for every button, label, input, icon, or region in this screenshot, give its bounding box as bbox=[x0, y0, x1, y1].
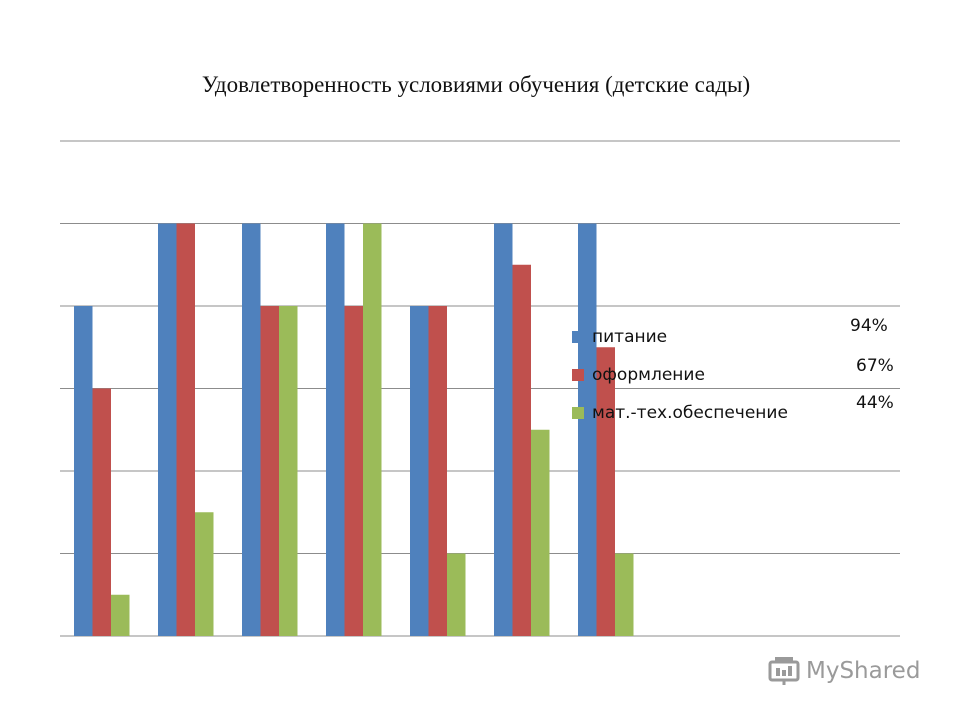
bar-series1-cat2 bbox=[260, 306, 279, 636]
legend-item-mat-teh: мат.-тех.обеспечение bbox=[572, 394, 788, 432]
annotation-67: 67% bbox=[856, 356, 894, 376]
bar-series0-cat0 bbox=[74, 306, 93, 636]
presentation-board-icon bbox=[768, 657, 800, 685]
bar-series2-cat0 bbox=[111, 594, 130, 636]
bar-series2-cat6 bbox=[615, 553, 634, 636]
watermark: MyShared bbox=[768, 656, 920, 686]
bar-series1-cat1 bbox=[176, 223, 195, 636]
bar-series0-cat4 bbox=[410, 306, 429, 636]
bar-series2-cat5 bbox=[531, 429, 550, 636]
bar-series2-cat2 bbox=[279, 306, 298, 636]
legend: питание оформление мат.-тех.обеспечение bbox=[572, 318, 788, 432]
bar-series1-cat5 bbox=[512, 264, 531, 636]
bar-series1-cat6 bbox=[596, 347, 615, 636]
bar-series1-cat0 bbox=[92, 388, 111, 636]
bar-series2-cat1 bbox=[195, 512, 214, 636]
annotation-94: 94% bbox=[850, 316, 888, 336]
bar-series0-cat1 bbox=[158, 223, 177, 636]
legend-label-pitanie: питание bbox=[592, 327, 668, 347]
chart-title: Удовлетворенность условиями обучения (де… bbox=[201, 72, 751, 97]
bar-series2-cat4 bbox=[447, 553, 466, 636]
watermark-text: MyShared bbox=[806, 658, 921, 684]
legend-label-mat-teh: мат.-тех.обеспечение bbox=[592, 403, 788, 423]
legend-swatch-mat-teh bbox=[572, 407, 584, 419]
bar-series1-cat3 bbox=[344, 306, 363, 636]
bar-series0-cat6 bbox=[578, 223, 597, 636]
bars bbox=[74, 223, 634, 636]
legend-label-oformlenie: оформление bbox=[592, 365, 705, 385]
annotation-44: 44% bbox=[856, 393, 894, 413]
legend-swatch-pitanie bbox=[572, 331, 584, 343]
bar-series2-cat3 bbox=[363, 223, 382, 636]
legend-swatch-oformlenie bbox=[572, 369, 584, 381]
bar-series0-cat5 bbox=[494, 223, 513, 636]
legend-item-pitanie: питание bbox=[572, 318, 788, 356]
bar-series0-cat2 bbox=[242, 223, 261, 636]
legend-item-oformlenie: оформление bbox=[572, 356, 788, 394]
bar-series0-cat3 bbox=[326, 223, 345, 636]
bar-series1-cat4 bbox=[428, 306, 447, 636]
